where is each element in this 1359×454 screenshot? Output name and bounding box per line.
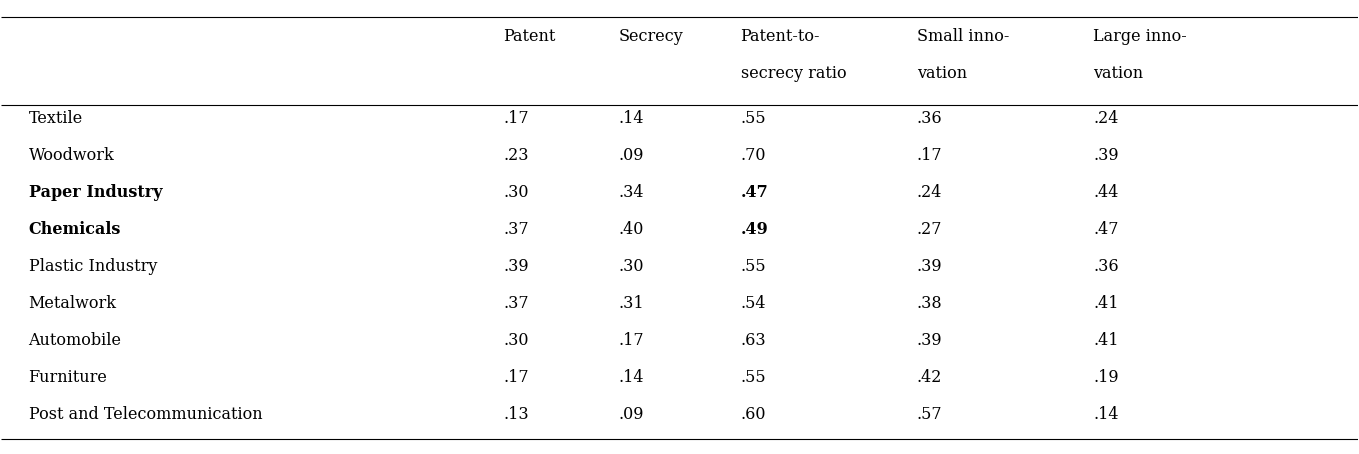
Text: .47: .47 <box>1093 221 1118 238</box>
Text: .23: .23 <box>503 147 529 164</box>
Text: .57: .57 <box>917 406 942 424</box>
Text: .36: .36 <box>1093 258 1118 275</box>
Text: .30: .30 <box>618 258 644 275</box>
Text: .40: .40 <box>618 221 644 238</box>
Text: .17: .17 <box>503 370 529 386</box>
Text: .31: .31 <box>618 295 644 312</box>
Text: .14: .14 <box>618 110 644 127</box>
Text: .09: .09 <box>618 147 644 164</box>
Text: .24: .24 <box>917 184 942 201</box>
Text: .39: .39 <box>1093 147 1118 164</box>
Text: Large inno-: Large inno- <box>1093 29 1186 45</box>
Text: .44: .44 <box>1093 184 1118 201</box>
Text: .41: .41 <box>1093 295 1118 312</box>
Text: .34: .34 <box>618 184 644 201</box>
Text: .55: .55 <box>741 110 766 127</box>
Text: .39: .39 <box>917 258 942 275</box>
Text: Paper Industry: Paper Industry <box>29 184 162 201</box>
Text: Furniture: Furniture <box>29 370 107 386</box>
Text: .17: .17 <box>917 147 942 164</box>
Text: Patent: Patent <box>503 29 556 45</box>
Text: Patent-to-: Patent-to- <box>741 29 819 45</box>
Text: .24: .24 <box>1093 110 1118 127</box>
Text: Textile: Textile <box>29 110 83 127</box>
Text: .54: .54 <box>741 295 766 312</box>
Text: .19: .19 <box>1093 370 1118 386</box>
Text: .39: .39 <box>917 332 942 349</box>
Text: .41: .41 <box>1093 332 1118 349</box>
Text: .47: .47 <box>741 184 768 201</box>
Text: .55: .55 <box>741 370 766 386</box>
Text: vation: vation <box>1093 64 1143 82</box>
Text: .13: .13 <box>503 406 529 424</box>
Text: .27: .27 <box>917 221 942 238</box>
Text: .14: .14 <box>1093 406 1118 424</box>
Text: .37: .37 <box>503 295 529 312</box>
Text: vation: vation <box>917 64 968 82</box>
Text: .30: .30 <box>503 332 529 349</box>
Text: .30: .30 <box>503 184 529 201</box>
Text: .70: .70 <box>741 147 766 164</box>
Text: .36: .36 <box>917 110 942 127</box>
Text: .55: .55 <box>741 258 766 275</box>
Text: .38: .38 <box>917 295 942 312</box>
Text: Automobile: Automobile <box>29 332 121 349</box>
Text: .49: .49 <box>741 221 768 238</box>
Text: .37: .37 <box>503 221 529 238</box>
Text: Woodwork: Woodwork <box>29 147 114 164</box>
Text: .39: .39 <box>503 258 529 275</box>
Text: .14: .14 <box>618 370 644 386</box>
Text: .17: .17 <box>503 110 529 127</box>
Text: Metalwork: Metalwork <box>29 295 117 312</box>
Text: Secrecy: Secrecy <box>618 29 684 45</box>
Text: .63: .63 <box>741 332 766 349</box>
Text: Chemicals: Chemicals <box>29 221 121 238</box>
Text: Post and Telecommunication: Post and Telecommunication <box>29 406 262 424</box>
Text: Small inno-: Small inno- <box>917 29 1010 45</box>
Text: .42: .42 <box>917 370 942 386</box>
Text: .60: .60 <box>741 406 766 424</box>
Text: secrecy ratio: secrecy ratio <box>741 64 847 82</box>
Text: .17: .17 <box>618 332 644 349</box>
Text: .09: .09 <box>618 406 644 424</box>
Text: Plastic Industry: Plastic Industry <box>29 258 156 275</box>
